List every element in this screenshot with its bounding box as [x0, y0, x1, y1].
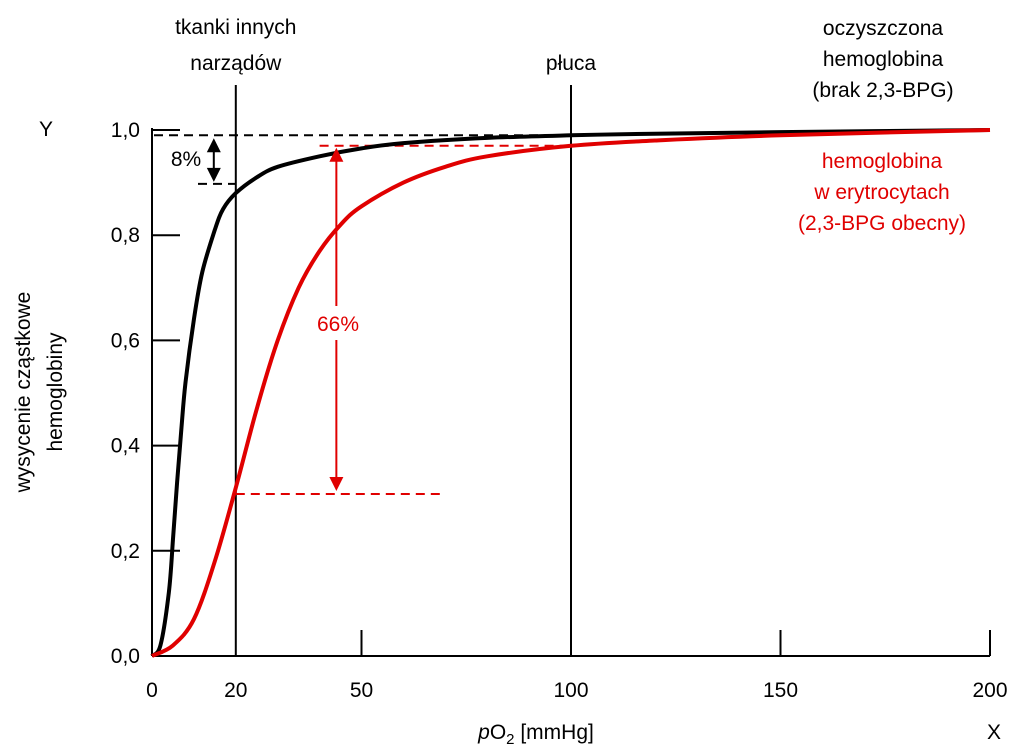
series-label-purified: (brak 2,3-BPG): [812, 79, 953, 102]
x-tick-label: 100: [553, 679, 588, 702]
arrow-8pct-head-up: [206, 138, 221, 153]
x-tick-label: 50: [350, 679, 373, 702]
y-tick-label: 0,0: [111, 645, 140, 668]
y-tick-label: 0,4: [111, 435, 141, 458]
y-tick-label: 0,2: [111, 540, 140, 563]
arrow-8pct-head-down: [206, 167, 221, 182]
x-tick-label: 20: [224, 679, 247, 702]
x-axis-label-prefix: p: [477, 721, 490, 744]
x-tick-label: 150: [763, 679, 798, 702]
series-label-purified: oczyszczona: [823, 17, 944, 40]
x-axis-label-unit: [mmHg]: [515, 721, 594, 744]
x-tick-label: 0: [146, 679, 158, 702]
y-tick-label: 0,6: [111, 329, 140, 352]
series-label-erythrocyte: (2,3-BPG obecny): [798, 212, 966, 235]
curve-purified-hemoglobin: [150, 128, 991, 658]
y-tick-label: 1,0: [111, 119, 140, 142]
vertical-marker-label: tkanki innych: [175, 16, 296, 39]
x-axis-label-main: O: [490, 721, 506, 744]
curve-erythrocyte-hemoglobin: [151, 128, 991, 658]
y-axis-label-line1: wysycenie cząstkowe: [12, 292, 35, 494]
y-tick-label: 0,8: [111, 224, 140, 247]
vertical-marker-label: płuca: [546, 52, 597, 75]
annotation-66pct-bg: [300, 306, 376, 340]
series-label-erythrocyte: hemoglobina: [822, 150, 943, 173]
series-label-erythrocyte: w erytrocytach: [813, 181, 949, 204]
y-axis-letter: Y: [39, 118, 53, 141]
x-tick-label: 200: [972, 679, 1007, 702]
x-axis-label: pO2 [mmHg]: [477, 721, 594, 748]
vertical-marker-label: narządów: [190, 52, 282, 75]
y-axis-label-line2: hemoglobiny: [44, 332, 67, 452]
series-label-purified: hemoglobina: [823, 48, 944, 71]
x-axis-label-subscript: 2: [506, 731, 514, 748]
arrow-66pct-head-up: [329, 147, 344, 162]
arrow-66pct-head-down: [329, 476, 344, 491]
annotation-66pct: 66%: [317, 313, 359, 336]
annotation-8pct: 8%: [171, 148, 201, 171]
x-axis-letter: X: [987, 721, 1001, 744]
